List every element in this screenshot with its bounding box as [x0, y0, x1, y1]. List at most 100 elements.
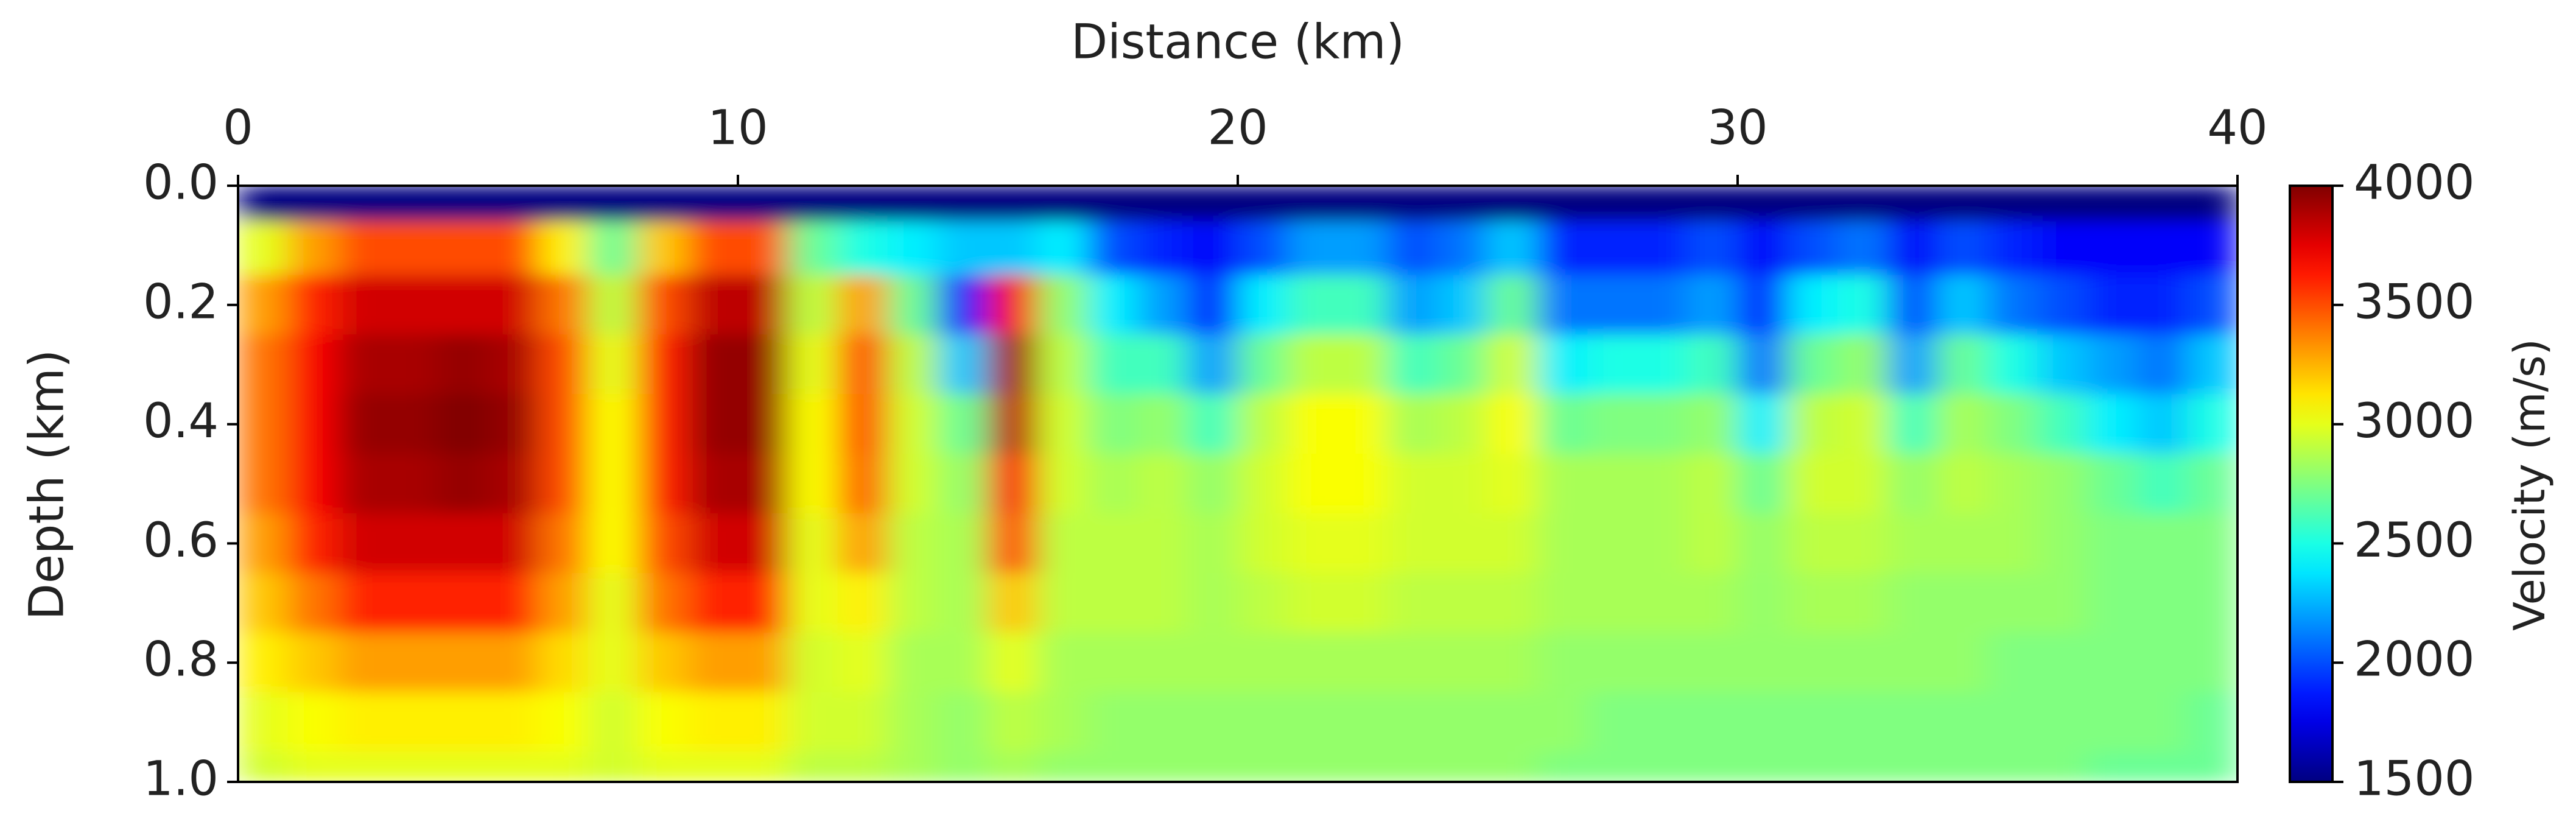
heatmap-cell [1887, 513, 1938, 574]
heatmap-cell [637, 454, 689, 514]
heatmap-cell [1537, 632, 1588, 693]
heatmap-cell [887, 513, 938, 574]
heatmap-cell [1437, 751, 1488, 782]
heatmap-cell [1087, 513, 1139, 574]
heatmap-cell [1787, 632, 1838, 693]
heatmap-cell [637, 334, 689, 395]
heatmap-cell [287, 186, 339, 222]
heatmap-cell [1187, 692, 1238, 753]
x-axis-title: Distance (km) [1071, 15, 1405, 69]
heatmap-cell [887, 751, 938, 782]
heatmap-cell [988, 751, 1039, 782]
heatmap-cell [2187, 751, 2237, 782]
heatmap-cell [1337, 454, 1388, 514]
heatmap-cell [2187, 454, 2237, 514]
heatmap-cell [1787, 186, 1838, 222]
heatmap-cell [588, 454, 639, 514]
heatmap-cell [238, 275, 289, 336]
heatmap-cell [437, 394, 488, 455]
heatmap-cell [1287, 186, 1338, 222]
heatmap-cell [437, 454, 488, 514]
heatmap-cell [787, 186, 838, 222]
heatmap-cell [287, 394, 339, 455]
heatmap-cell [937, 334, 988, 395]
heatmap-cell [687, 692, 739, 753]
heatmap-cell [437, 221, 488, 276]
heatmap-cell [937, 751, 988, 782]
heatmap-cell [837, 454, 888, 514]
heatmap-cell [2187, 572, 2237, 633]
heatmap-cell [437, 275, 488, 336]
heatmap-cell [737, 186, 788, 222]
heatmap-cell [1437, 275, 1488, 336]
x-tick-label: 10 [707, 100, 768, 155]
heatmap-cell [1887, 632, 1938, 693]
heatmap-cell [988, 275, 1039, 336]
heatmap-cell [437, 334, 488, 395]
heatmap-cell [2187, 692, 2237, 753]
heatmap-cell [2187, 186, 2237, 222]
heatmap-cell [287, 751, 339, 782]
heatmap-cell [437, 632, 488, 693]
heatmap-cell [1287, 394, 1338, 455]
heatmap-cell [1987, 334, 2038, 395]
heatmap-cell [387, 454, 438, 514]
heatmap-cell [1537, 334, 1588, 395]
heatmap-cell [1237, 751, 1288, 782]
heatmap-cell [2037, 632, 2088, 693]
heatmap-cell [837, 692, 888, 753]
heatmap-cell [488, 572, 539, 633]
heatmap-cell [1237, 221, 1288, 276]
heatmap-cell [988, 572, 1039, 633]
heatmap-cell [687, 751, 739, 782]
heatmap-cell [287, 692, 339, 753]
heatmap-cell [687, 275, 739, 336]
heatmap-cell [588, 221, 639, 276]
heatmap-cell [1487, 513, 1539, 574]
heatmap-cell [1687, 572, 1738, 633]
heatmap-cell [1537, 692, 1588, 753]
heatmap-cell [1237, 572, 1288, 633]
heatmap-cell [488, 513, 539, 574]
heatmap-cell [687, 454, 739, 514]
heatmap-cell [937, 692, 988, 753]
heatmap-cell [937, 186, 988, 222]
heatmap-cell [538, 334, 589, 395]
heatmap-cell [238, 186, 289, 222]
heatmap-cell [538, 275, 589, 336]
heatmap-cell [737, 454, 788, 514]
heatmap-cell [1937, 186, 1988, 222]
heatmap-cell [287, 632, 339, 693]
x-tick-label: 20 [1207, 100, 1268, 155]
heatmap-cell [1237, 394, 1288, 455]
heatmap-cell [1687, 632, 1738, 693]
heatmap-cell [1037, 221, 1089, 276]
heatmap-cell [437, 692, 488, 753]
heatmap-cell [1037, 454, 1089, 514]
heatmap-cell [1737, 751, 1788, 782]
heatmap-cell [2087, 394, 2138, 455]
y-tick-label: 0.6 [143, 513, 219, 568]
heatmap-cell [887, 394, 938, 455]
heatmap-cell [588, 186, 639, 222]
heatmap-cells [238, 186, 2237, 782]
heatmap-cell [1987, 572, 2038, 633]
heatmap-cell [2087, 454, 2138, 514]
heatmap-cell [887, 186, 938, 222]
heatmap-cell [2137, 275, 2188, 336]
heatmap-cell [1937, 454, 1988, 514]
heatmap-cell [1537, 275, 1588, 336]
heatmap-cell [887, 275, 938, 336]
heatmap-cell [2037, 513, 2088, 574]
heatmap-cell [2137, 513, 2188, 574]
heatmap-cell [1587, 186, 1638, 222]
heatmap-cell [2087, 692, 2138, 753]
heatmap-cell [387, 692, 438, 753]
heatmap-cell [887, 454, 938, 514]
heatmap-cell [1737, 334, 1788, 395]
heatmap-cell [1537, 751, 1588, 782]
heatmap-cell [1137, 334, 1188, 395]
heatmap-cell [387, 572, 438, 633]
heatmap-cell [1487, 186, 1539, 222]
